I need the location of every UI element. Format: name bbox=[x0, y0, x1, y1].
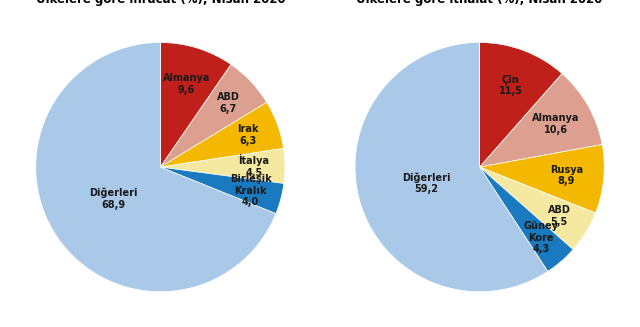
Text: Rusya
8,9: Rusya 8,9 bbox=[550, 165, 583, 186]
Text: ABD
6,7: ABD 6,7 bbox=[217, 92, 240, 114]
Text: Birleşik
Kralık
4,0: Birleşik Kralık 4,0 bbox=[230, 174, 271, 208]
Text: Diğerleri
68,9: Diğerleri 68,9 bbox=[90, 187, 138, 210]
Wedge shape bbox=[479, 145, 604, 213]
Wedge shape bbox=[161, 64, 267, 167]
Text: Almanya
10,6: Almanya 10,6 bbox=[532, 113, 579, 135]
Wedge shape bbox=[161, 102, 284, 167]
Wedge shape bbox=[161, 167, 284, 214]
Wedge shape bbox=[355, 43, 548, 292]
Text: ABD
5,5: ABD 5,5 bbox=[548, 205, 571, 227]
Title: Ülkelere göre ithalat (%), Nisan 2020: Ülkelere göre ithalat (%), Nisan 2020 bbox=[356, 0, 603, 6]
Text: Diğerleri
59,2: Diğerleri 59,2 bbox=[402, 172, 450, 194]
Wedge shape bbox=[479, 74, 602, 167]
Wedge shape bbox=[479, 167, 595, 250]
Title: Ülkelere göre ihracat (%), Nisan 2020: Ülkelere göre ihracat (%), Nisan 2020 bbox=[36, 0, 285, 6]
Text: Güney
Kore
4,3: Güney Kore 4,3 bbox=[524, 221, 558, 254]
Wedge shape bbox=[36, 43, 276, 292]
Wedge shape bbox=[479, 43, 562, 167]
Text: Irak
6,3: Irak 6,3 bbox=[237, 124, 259, 146]
Text: Çin
11,5: Çin 11,5 bbox=[499, 75, 522, 96]
Wedge shape bbox=[161, 148, 285, 183]
Text: Almanya
9,6: Almanya 9,6 bbox=[163, 73, 210, 95]
Text: İtalya
4,5: İtalya 4,5 bbox=[238, 154, 269, 178]
Wedge shape bbox=[479, 167, 573, 271]
Wedge shape bbox=[161, 43, 231, 167]
